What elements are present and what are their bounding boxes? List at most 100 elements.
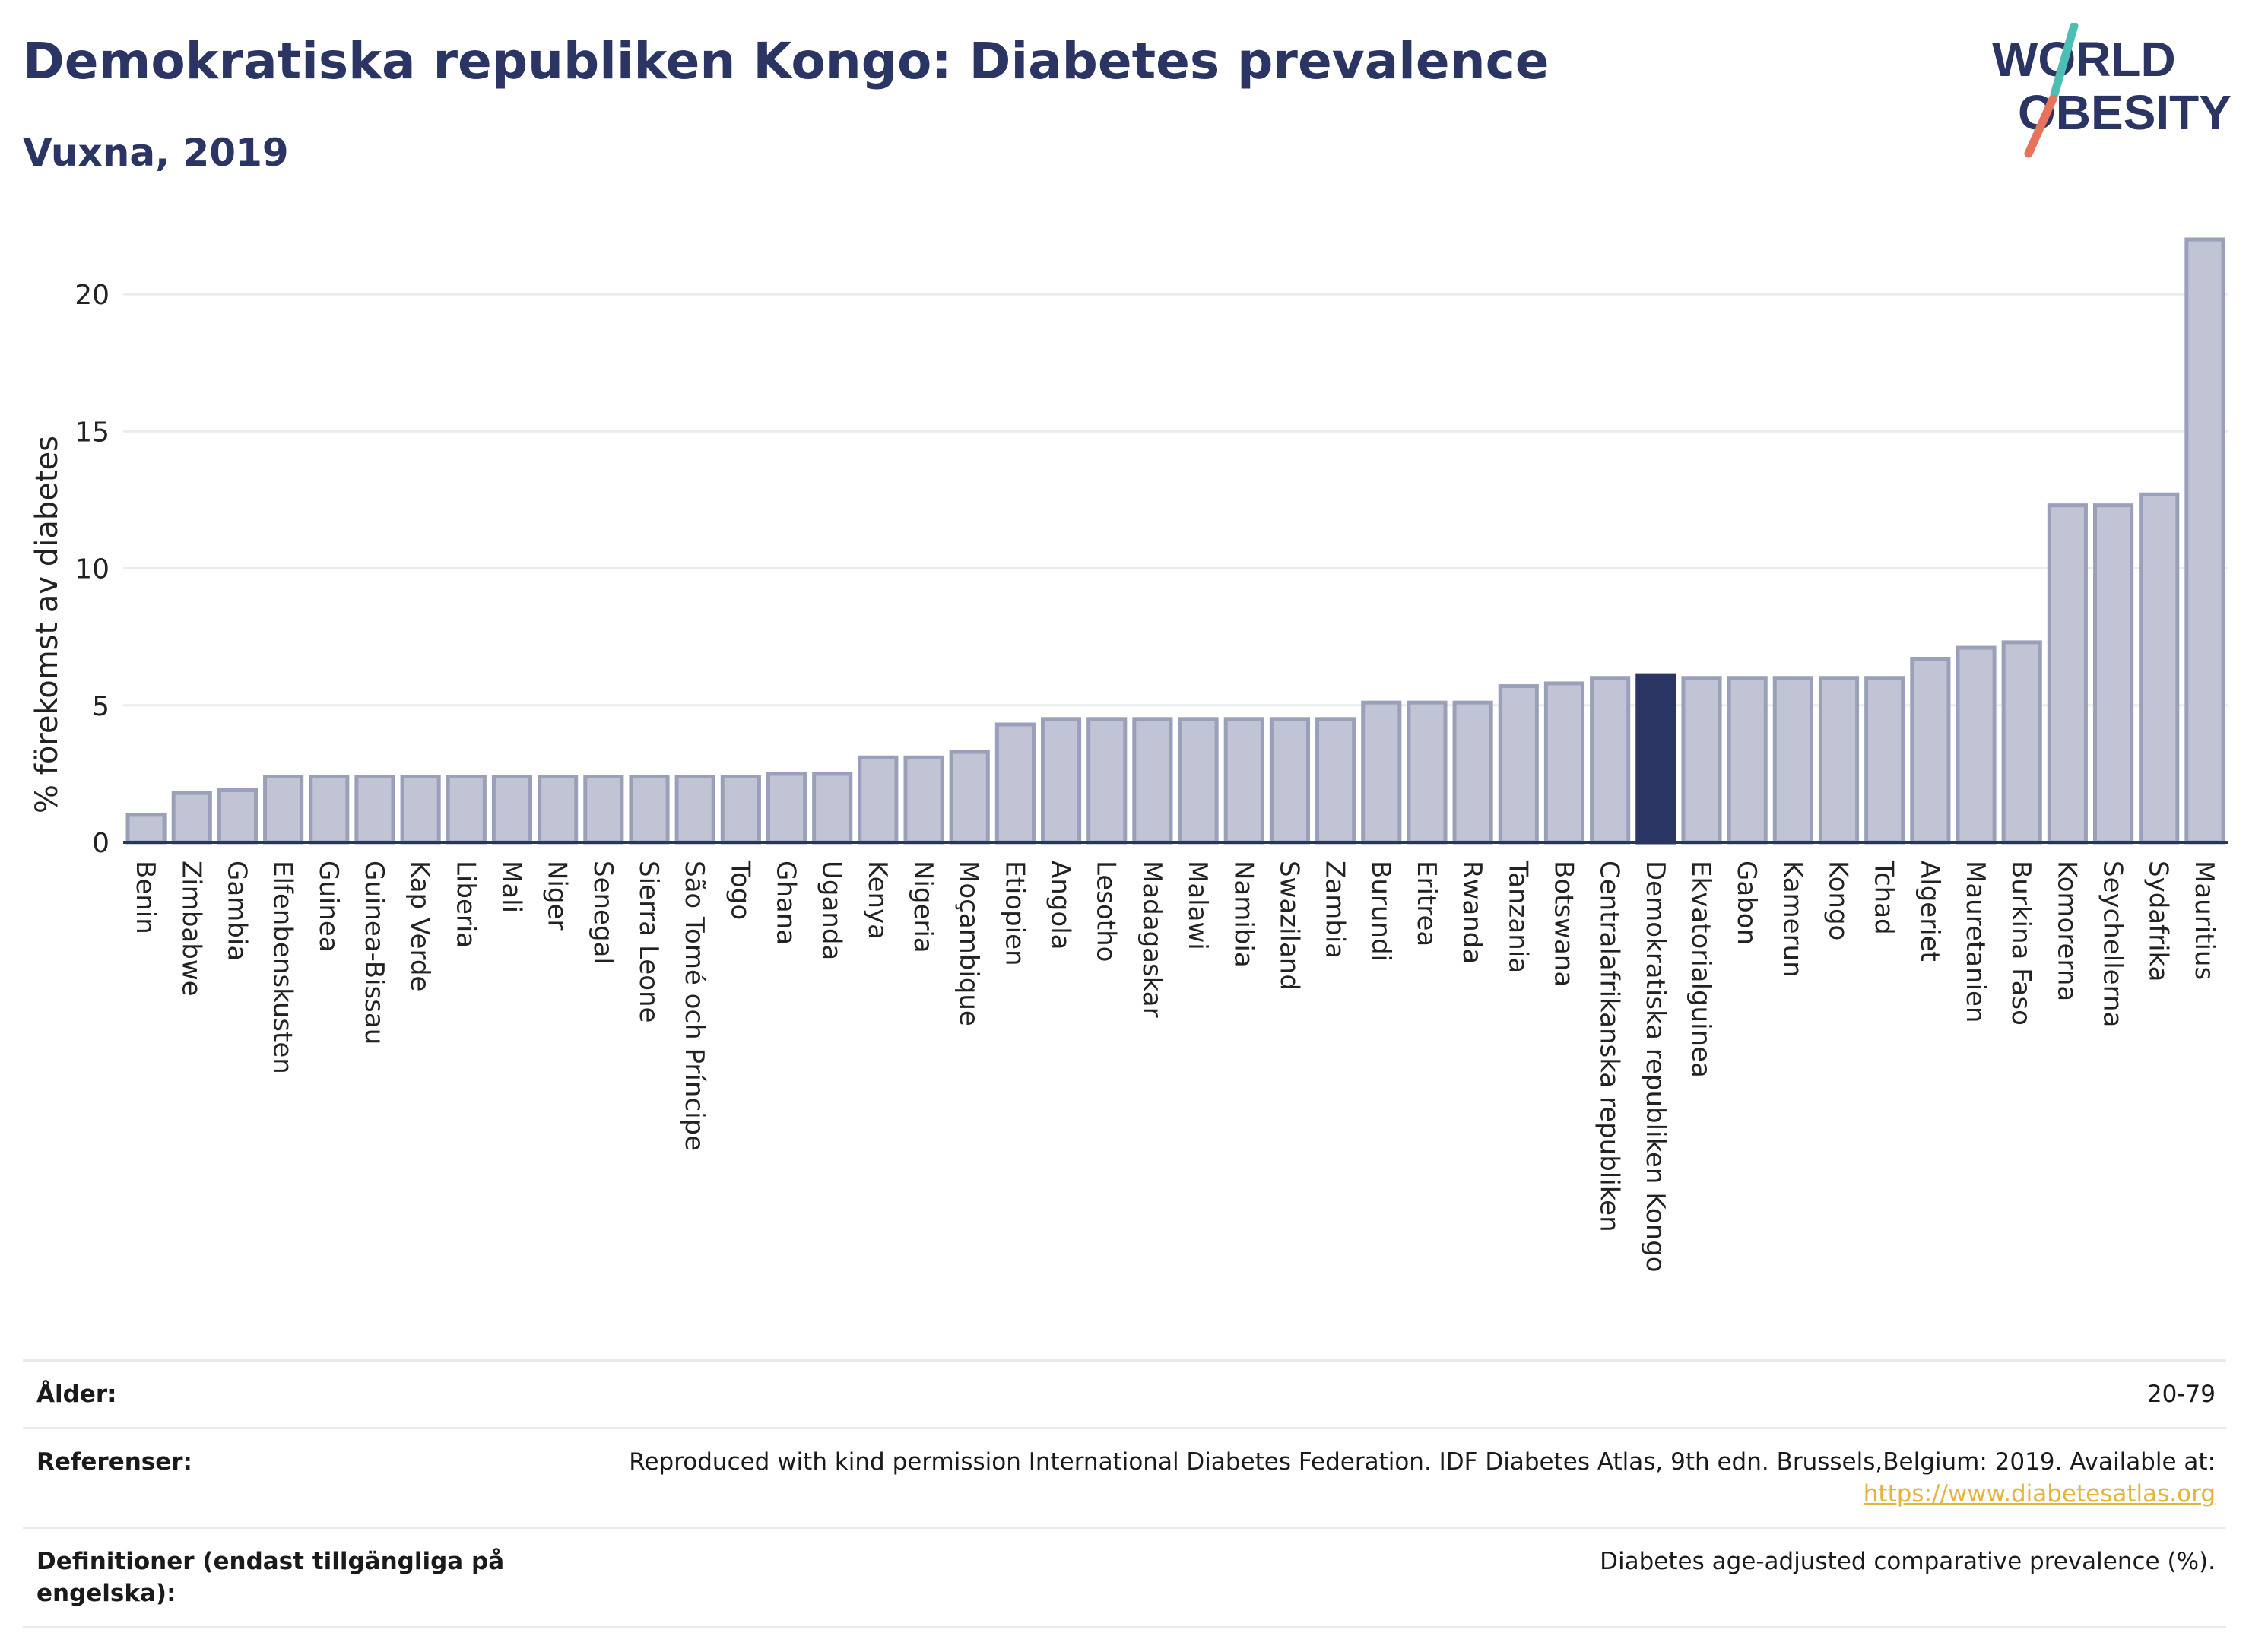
bar xyxy=(1407,700,1448,845)
bar xyxy=(1681,676,1722,845)
x-category-label: Burundi xyxy=(1366,861,1396,962)
bar xyxy=(2047,503,2088,845)
x-category-label: Mauretanien xyxy=(1960,861,1990,1023)
bar xyxy=(125,813,167,845)
bar xyxy=(903,755,944,845)
y-tick-label: 15 xyxy=(75,417,109,448)
info-row-definitions: Definitioner (endast tillgängliga på eng… xyxy=(23,1527,2226,1628)
x-category-label: Burkina Faso xyxy=(2006,861,2036,1026)
x-category-label: Malawi xyxy=(1182,861,1213,950)
x-category-label: Botswana xyxy=(1548,861,1578,987)
x-category-label: Algeriet xyxy=(1914,861,1945,962)
bar xyxy=(1452,700,1493,845)
x-category-label: Nigeria xyxy=(908,861,938,953)
x-category-label: Kap Verde xyxy=(404,861,435,991)
bar xyxy=(858,755,899,845)
bar xyxy=(994,722,1036,845)
bar xyxy=(1040,717,1082,845)
bar xyxy=(538,774,579,845)
bar xyxy=(354,774,395,845)
x-category-label: Tanzania xyxy=(1502,860,1533,973)
bar xyxy=(1910,656,1951,845)
bar xyxy=(171,791,212,845)
logo-word-world: WORLD xyxy=(1992,32,2176,87)
info-value-references: Reproduced with kind permission Internat… xyxy=(629,1446,2216,1510)
info-row-references: Referenser: Reproduced with kind permiss… xyxy=(23,1427,2226,1527)
page-title: Demokratiska republiken Kongo: Diabetes … xyxy=(23,32,1550,90)
x-category-label: Eritrea xyxy=(1411,861,1442,946)
bar xyxy=(2001,640,2042,845)
x-category-label: Centralafrikanska republiken xyxy=(1594,861,1625,1232)
bar xyxy=(720,774,761,845)
x-category-label: Tchad xyxy=(1869,860,1899,935)
bar xyxy=(491,774,533,845)
x-category-label: Benin xyxy=(130,861,160,934)
x-axis-labels: Benin Zimbabwe Gambia Elfenbenskusten Guinea… xyxy=(130,860,2219,1273)
bar xyxy=(949,750,990,845)
x-category-label: Mauritius xyxy=(2189,861,2219,980)
x-category-label: Lesotho xyxy=(1091,861,1121,962)
x-category-label: Zimbabwe xyxy=(176,861,206,997)
y-tick-label: 0 xyxy=(92,828,109,859)
bar xyxy=(2092,503,2134,845)
info-table: Ålder: 20-79 Referenser: Reproduced with… xyxy=(23,1359,2226,1628)
x-category-label: Liberia xyxy=(450,861,481,948)
info-key: Ålder: xyxy=(36,1381,117,1408)
bar-highlighted xyxy=(1635,673,1676,845)
x-category-label: Angola xyxy=(1045,861,1076,950)
x-category-label: Senegal xyxy=(588,861,618,965)
bar xyxy=(263,774,304,845)
x-category-label: Togo xyxy=(725,860,755,920)
bar xyxy=(1361,700,1402,845)
x-category-label: Guinea xyxy=(313,861,344,953)
page-subtitle: Vuxna, 2019 xyxy=(23,131,289,175)
world-obesity-logo: WORLD OBESITY xyxy=(1992,23,2232,158)
bar xyxy=(1223,717,1264,845)
x-category-label: Seychellerna xyxy=(2098,861,2128,1027)
bar-chart: 0 5 10 15 20 Benin Zimbabwe Gambia Elfenbenskus… xyxy=(30,237,2228,1273)
bar xyxy=(1086,717,1128,845)
x-category-label: Mali xyxy=(496,861,526,913)
x-category-label: Uganda xyxy=(817,861,847,960)
info-key: Definitioner (endast tillgängliga på eng… xyxy=(36,1548,505,1607)
x-category-label: Ghana xyxy=(771,861,801,945)
x-category-label: Moçambique xyxy=(953,861,984,1026)
bar xyxy=(766,772,807,845)
y-axis-ticks: 0 5 10 15 20 xyxy=(75,280,109,859)
x-category-label: Guinea-Bissau xyxy=(359,861,389,1045)
x-category-label: Rwanda xyxy=(1457,861,1487,964)
bar xyxy=(1269,717,1311,845)
logo-slash-coral xyxy=(2024,94,2057,158)
bar xyxy=(629,774,670,845)
bar xyxy=(309,774,350,845)
bar xyxy=(1818,676,1860,845)
reference-link[interactable]: https://www.diabetesatlas.org xyxy=(1863,1480,2216,1508)
x-category-label: Elfenbenskusten xyxy=(268,861,298,1074)
bar xyxy=(1772,676,1813,845)
y-tick-label: 20 xyxy=(75,280,109,311)
y-axis-label: % förekomst av diabetes xyxy=(30,436,65,813)
x-category-label: Gabon xyxy=(1731,861,1762,945)
x-category-label: Demokratiska republiken Kongo xyxy=(1640,861,1670,1273)
logo-slash-teal xyxy=(2050,23,2079,99)
bar xyxy=(2184,237,2225,845)
bar xyxy=(1727,676,1768,845)
bar xyxy=(1178,717,1219,845)
info-key: Referenser: xyxy=(36,1448,192,1476)
bar xyxy=(674,774,715,845)
bar xyxy=(812,772,853,845)
grid-lines xyxy=(123,293,2228,707)
bar xyxy=(1956,645,1997,845)
x-category-label: Madagaskar xyxy=(1137,861,1167,1018)
x-category-label: Swaziland xyxy=(1274,861,1304,991)
info-value: Diabetes age-adjusted comparative preval… xyxy=(1600,1548,2216,1575)
bar xyxy=(1315,717,1356,845)
bar xyxy=(446,774,487,845)
bar xyxy=(1498,684,1539,845)
bar xyxy=(1132,717,1173,845)
x-category-label: Niger xyxy=(542,861,573,930)
x-category-label: Namibia xyxy=(1228,861,1258,968)
x-category-label: Etiopien xyxy=(999,861,1029,966)
y-tick-label: 10 xyxy=(75,554,109,585)
x-category-label: São Tomé och Príncipe xyxy=(679,861,709,1151)
